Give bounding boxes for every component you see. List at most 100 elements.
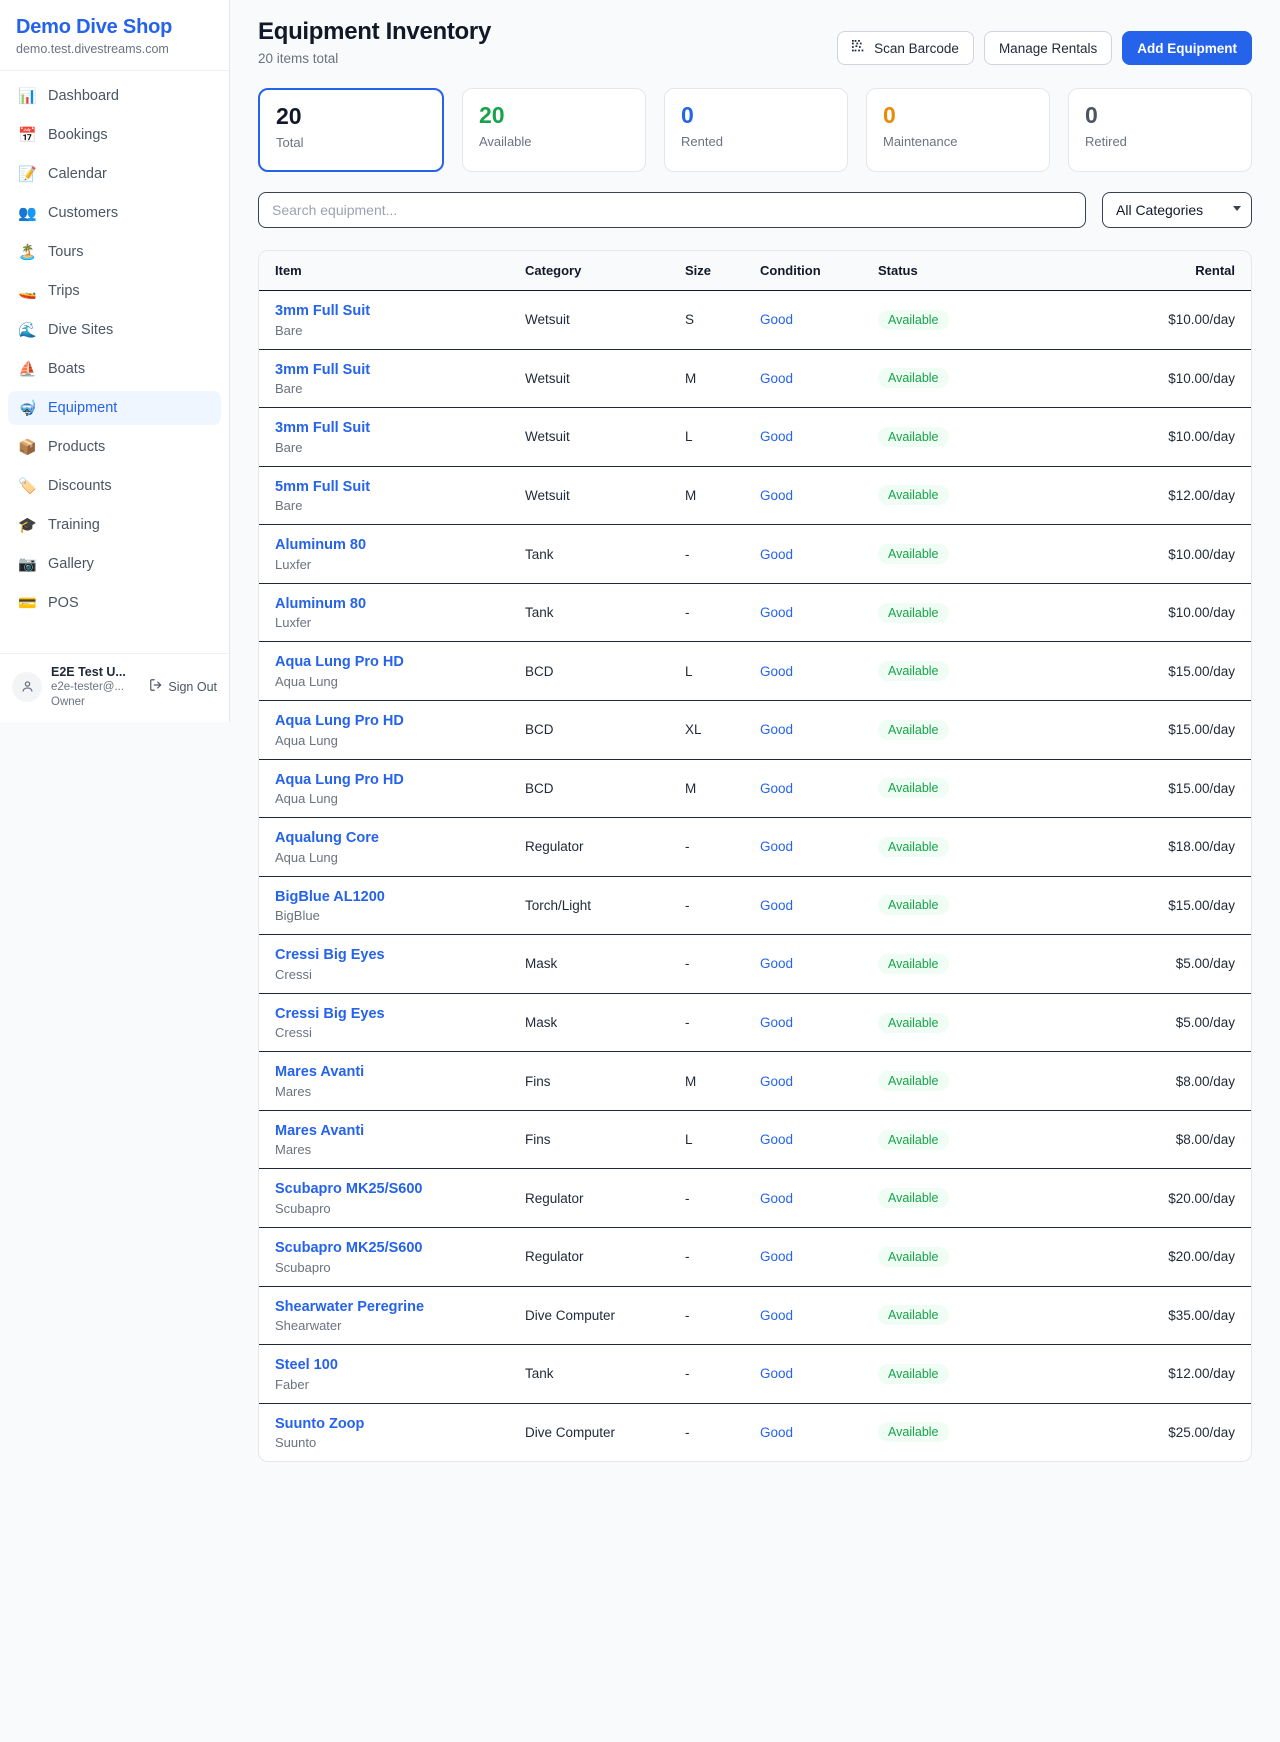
item-link[interactable]: Mares Avanti — [275, 1064, 365, 1081]
item-link[interactable]: 3mm Full Suit — [275, 420, 371, 437]
sidebar-item-boats[interactable]: ⛵ Boats — [8, 352, 221, 386]
sidebar-item-products[interactable]: 📦 Products — [8, 430, 221, 464]
table-row[interactable]: Cressi Big Eyes Cressi Mask - Good Available $… — [259, 993, 1251, 1053]
item-link[interactable]: Aqualung Core — [275, 830, 379, 847]
item-link[interactable]: Aqua Lung Pro HD — [275, 771, 404, 788]
sidebar-item-label: Tours — [48, 244, 84, 260]
item-link[interactable]: Aluminum 80 — [275, 537, 367, 554]
item-link[interactable]: Mares Avanti — [275, 1122, 365, 1139]
table-row[interactable]: 3mm Full Suit Bare Wetsuit M Good Available $1… — [259, 349, 1251, 409]
stat-card-maintenance[interactable]: 0 Maintenance — [866, 88, 1050, 172]
column-header-item[interactable]: Item — [259, 251, 509, 291]
condition-link[interactable]: Good — [760, 1424, 794, 1440]
item-link[interactable]: Cressi Big Eyes — [275, 947, 385, 964]
condition-link[interactable]: Good — [760, 663, 794, 679]
table-row[interactable]: Aqualung Core Aqua Lung Regulator - Good Avai… — [259, 817, 1251, 877]
stat-card-total[interactable]: 20 Total — [258, 88, 444, 172]
sidebar-item-pos[interactable]: 💳 POS — [8, 586, 221, 620]
table-row[interactable]: Aluminum 80 Luxfer Tank - Good Available $10.0… — [259, 524, 1251, 584]
table-row[interactable]: Aqua Lung Pro HD Aqua Lung BCD XL Good Availa… — [259, 700, 1251, 760]
page-title: Equipment Inventory — [258, 18, 491, 45]
item-link[interactable]: Shearwater Peregrine — [275, 1298, 425, 1315]
condition-link[interactable]: Good — [760, 1249, 794, 1265]
item-link[interactable]: 3mm Full Suit — [275, 361, 371, 378]
table-row[interactable]: Shearwater Peregrine Shearwater Dive Compu… — [259, 1286, 1251, 1346]
sidebar-item-calendar[interactable]: 📝 Calendar — [8, 157, 221, 191]
table-row[interactable]: Scubapro MK25/S600 Scubapro Regulator - Good… — [259, 1227, 1251, 1287]
item-link[interactable]: Aluminum 80 — [275, 595, 367, 612]
condition-link[interactable]: Good — [760, 1307, 794, 1323]
stat-card-available[interactable]: 20 Available — [462, 88, 646, 172]
column-header-condition[interactable]: Condition — [744, 251, 862, 291]
category-select[interactable]: All Categories — [1102, 192, 1252, 228]
stat-card-rented[interactable]: 0 Rented — [664, 88, 848, 172]
item-link[interactable]: Scubapro MK25/S600 — [275, 1181, 423, 1198]
item-link[interactable]: Aqua Lung Pro HD — [275, 712, 404, 729]
table-row[interactable]: Aqua Lung Pro HD Aqua Lung BCD L Good Availab… — [259, 641, 1251, 701]
table-row[interactable]: Mares Avanti Mares Fins M Good Available $8.00… — [259, 1051, 1251, 1111]
status-badge: Available — [878, 895, 949, 916]
sidebar-item-equipment[interactable]: 🤿 Equipment — [8, 391, 221, 425]
sign-out-label: Sign Out — [168, 679, 217, 694]
table-row[interactable]: Scubapro MK25/S600 Scubapro Regulator - Good… — [259, 1168, 1251, 1228]
condition-link[interactable]: Good — [760, 1015, 794, 1031]
table-row[interactable]: 3mm Full Suit Bare Wetsuit S Good Available $1… — [259, 290, 1251, 350]
column-header-status[interactable]: Status — [862, 251, 1022, 291]
sidebar-item-trips[interactable]: 🚤 Trips — [8, 274, 221, 308]
sidebar-item-customers[interactable]: 👥 Customers — [8, 196, 221, 230]
condition-link[interactable]: Good — [760, 370, 794, 386]
condition-link[interactable]: Good — [760, 897, 794, 913]
condition-link[interactable]: Good — [760, 839, 794, 855]
cell-rental: $18.00/day — [1022, 817, 1251, 877]
table-row[interactable]: Steel 100 Faber Tank - Good Available $12.00/d… — [259, 1344, 1251, 1404]
item-link[interactable]: Scubapro MK25/S600 — [275, 1240, 423, 1256]
item-link[interactable]: 5mm Full Suit — [275, 478, 371, 495]
condition-link[interactable]: Good — [760, 487, 794, 503]
sign-out-button[interactable]: Sign Out — [149, 678, 217, 695]
sidebar-item-discounts[interactable]: 🏷️ Discounts — [8, 469, 221, 503]
condition-link[interactable]: Good — [760, 312, 794, 328]
item-link[interactable]: BigBlue AL1200 — [275, 888, 385, 905]
condition-link[interactable]: Good — [760, 1132, 794, 1148]
cell-rental: $5.00/day — [1022, 934, 1251, 994]
cell-category: BCD — [509, 759, 669, 819]
table-row[interactable]: Mares Avanti Mares Fins L Good Available $8.00… — [259, 1110, 1251, 1170]
item-link[interactable]: Suunto Zoop — [275, 1415, 365, 1432]
table-row[interactable]: Aluminum 80 Luxfer Tank - Good Available $10.0… — [259, 583, 1251, 643]
table-row[interactable]: 5mm Full Suit Bare Wetsuit M Good Available $1… — [259, 466, 1251, 526]
sidebar-item-tours[interactable]: 🏝️ Tours — [8, 235, 221, 269]
sidebar-item-training[interactable]: 🎓 Training — [8, 508, 221, 542]
condition-link[interactable]: Good — [760, 722, 794, 738]
condition-link[interactable]: Good — [760, 1366, 794, 1382]
item-link[interactable]: 3mm Full Suit — [275, 303, 371, 319]
condition-link[interactable]: Good — [760, 780, 794, 796]
table-row[interactable]: 3mm Full Suit Bare Wetsuit L Good Available $1… — [259, 407, 1251, 467]
manage-rentals-button[interactable]: Manage Rentals — [983, 31, 1113, 65]
condition-link[interactable]: Good — [760, 429, 794, 445]
condition-link[interactable]: Good — [760, 546, 794, 562]
column-header-size[interactable]: Size — [669, 251, 744, 291]
search-input[interactable] — [258, 192, 1086, 228]
stat-card-retired[interactable]: 0 Retired — [1068, 88, 1252, 172]
table-row[interactable]: Aqua Lung Pro HD Aqua Lung BCD M Good Availab… — [259, 759, 1251, 819]
condition-link[interactable]: Good — [760, 1073, 794, 1089]
sidebar-item-bookings[interactable]: 📅 Bookings — [8, 118, 221, 152]
column-header-rental[interactable]: Rental — [1022, 251, 1251, 291]
sidebar-item-dashboard[interactable]: 📊 Dashboard — [8, 79, 221, 113]
user-role: Owner — [51, 696, 85, 709]
brand-header[interactable]: Demo Dive Shop demo.test.divestreams.com — [0, 0, 229, 71]
sidebar-item-gallery[interactable]: 📷 Gallery — [8, 547, 221, 581]
condition-link[interactable]: Good — [760, 605, 794, 621]
scan-barcode-button[interactable]: Scan Barcode — [837, 31, 974, 65]
add-equipment-button[interactable]: Add Equipment — [1122, 31, 1252, 65]
item-link[interactable]: Cressi Big Eyes — [275, 1005, 385, 1022]
column-header-category[interactable]: Category — [509, 251, 669, 291]
table-row[interactable]: Suunto Zoop Suunto Dive Computer - Good Avail… — [259, 1403, 1251, 1461]
condition-link[interactable]: Good — [760, 956, 794, 972]
item-link[interactable]: Aqua Lung Pro HD — [275, 654, 404, 671]
table-row[interactable]: BigBlue AL1200 BigBlue Torch/Light - Good Ava… — [259, 876, 1251, 936]
sidebar-item-dive-sites[interactable]: 🌊 Dive Sites — [8, 313, 221, 347]
condition-link[interactable]: Good — [760, 1190, 794, 1206]
item-link[interactable]: Steel 100 — [275, 1357, 338, 1374]
table-row[interactable]: Cressi Big Eyes Cressi Mask - Good Available $… — [259, 934, 1251, 994]
